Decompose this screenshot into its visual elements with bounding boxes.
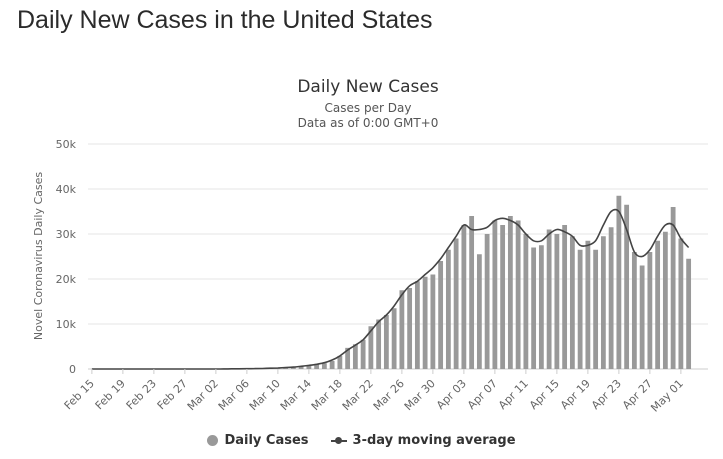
page-heading: Daily New Cases in the United States — [17, 6, 433, 34]
legend-label-moving-average: 3-day moving average — [352, 432, 516, 448]
y-tick-label: 20k — [56, 273, 77, 286]
bar[interactable] — [376, 319, 382, 370]
x-tick-label: Apr 19 — [558, 377, 593, 412]
line-marker-icon — [330, 435, 347, 446]
bar[interactable] — [438, 261, 444, 369]
bar[interactable] — [368, 326, 374, 369]
bar[interactable] — [422, 276, 428, 369]
bar[interactable] — [554, 234, 560, 369]
bar[interactable] — [298, 366, 304, 369]
circle-icon — [207, 434, 219, 446]
bar[interactable] — [337, 355, 343, 369]
x-tick-label: Mar 06 — [216, 377, 252, 413]
bar[interactable] — [453, 238, 459, 370]
chart-subtitle-date: Data as of 0:00 GMT+0 — [298, 116, 439, 130]
x-tick-label: Mar 18 — [309, 377, 345, 413]
x-tick-label: Apr 03 — [434, 377, 469, 412]
bar[interactable] — [290, 366, 296, 369]
y-tick-label: 10k — [56, 318, 77, 331]
bar[interactable] — [507, 216, 513, 369]
bar[interactable] — [283, 367, 289, 369]
x-tick-label: Mar 02 — [185, 377, 221, 413]
bar[interactable] — [500, 225, 506, 369]
bar[interactable] — [461, 225, 467, 369]
legend-label-daily-cases: Daily Cases — [224, 432, 309, 448]
y-axis-label: Novel Coronavirus Daily Cases — [32, 172, 45, 340]
x-tick-label: Feb 23 — [124, 377, 159, 412]
x-tick-label: Feb 19 — [93, 377, 128, 412]
bar[interactable] — [329, 360, 335, 369]
bar[interactable] — [321, 363, 327, 369]
bar[interactable] — [624, 204, 630, 369]
bar-series — [221, 195, 692, 370]
x-tick-label: Mar 30 — [402, 377, 438, 413]
x-tick-label: Apr 11 — [496, 377, 531, 412]
y-tick-label: 0 — [69, 363, 76, 376]
bar[interactable] — [476, 254, 482, 369]
bar[interactable] — [538, 245, 544, 369]
x-tick-label: Apr 23 — [589, 377, 624, 412]
bar[interactable] — [445, 249, 451, 369]
x-tick-label: May 01 — [648, 377, 686, 415]
moving-average-series — [91, 208, 690, 370]
legend-item-daily-cases[interactable]: Daily Cases — [207, 432, 309, 448]
bar[interactable] — [631, 252, 637, 369]
bar[interactable] — [492, 220, 498, 370]
y-tick-label: 30k — [56, 228, 77, 241]
bar[interactable] — [639, 265, 645, 370]
moving-average-line[interactable] — [91, 208, 690, 370]
bar[interactable] — [678, 238, 684, 370]
legend-item-moving-average[interactable]: 3-day moving average — [330, 432, 516, 448]
bar[interactable] — [469, 216, 475, 369]
bar[interactable] — [345, 347, 351, 369]
bar[interactable] — [585, 240, 591, 369]
legend: Daily Cases 3-day moving average — [0, 430, 723, 450]
bar[interactable] — [407, 288, 413, 369]
bar[interactable] — [360, 339, 366, 369]
x-tick-label: Apr 07 — [465, 377, 500, 412]
bar[interactable] — [670, 207, 676, 369]
bar[interactable] — [577, 249, 583, 369]
bar[interactable] — [593, 249, 599, 369]
bar[interactable] — [314, 364, 320, 370]
bar[interactable] — [414, 281, 420, 369]
chart-title: Daily New Cases — [297, 77, 439, 97]
bar[interactable] — [484, 234, 490, 369]
bar[interactable] — [662, 231, 668, 369]
bar[interactable] — [686, 258, 692, 369]
bar[interactable] — [531, 247, 537, 370]
x-tick-label: Mar 10 — [247, 377, 283, 413]
x-tick-label: Feb 27 — [155, 377, 190, 412]
bar[interactable] — [600, 236, 606, 369]
x-tick-label: Feb 15 — [62, 377, 97, 412]
y-axis-ticks: 0 10k 20k 30k 40k 50k — [56, 138, 77, 376]
bar[interactable] — [515, 220, 521, 370]
bar[interactable] — [546, 229, 552, 370]
bar[interactable] — [616, 195, 622, 369]
chart-subtitle: Cases per Day — [325, 101, 412, 115]
bar[interactable] — [399, 290, 405, 369]
bar[interactable] — [569, 236, 575, 369]
bar[interactable] — [647, 252, 653, 369]
bar[interactable] — [430, 274, 436, 370]
bar[interactable] — [306, 365, 312, 369]
bar[interactable] — [391, 308, 397, 369]
bar[interactable] — [655, 240, 661, 369]
x-tick-label: Mar 22 — [340, 377, 376, 413]
y-tick-label: 50k — [56, 138, 77, 151]
bar[interactable] — [608, 227, 614, 369]
x-tick-label: Mar 14 — [278, 377, 314, 413]
bar[interactable] — [562, 225, 568, 369]
x-tick-label: Apr 15 — [527, 377, 562, 412]
grid-layer — [88, 143, 708, 370]
y-tick-label: 40k — [56, 183, 77, 196]
bar[interactable] — [352, 344, 358, 369]
chart: Daily New Cases Cases per Day Data as of… — [32, 77, 708, 415]
bar[interactable] — [383, 315, 389, 369]
bar[interactable] — [523, 234, 529, 369]
x-tick-label: Mar 26 — [371, 377, 407, 413]
